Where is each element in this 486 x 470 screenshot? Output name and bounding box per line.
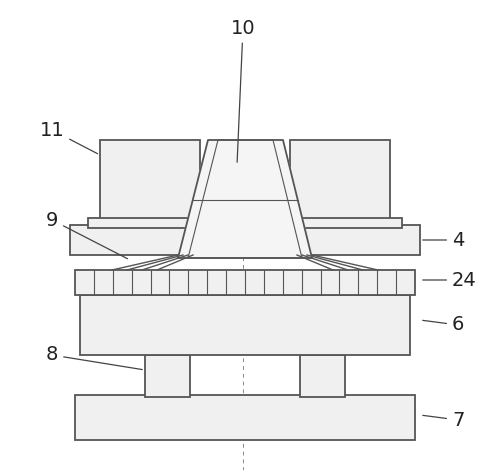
Bar — [80, 295, 410, 355]
Text: 10: 10 — [231, 18, 255, 162]
Bar — [70, 225, 420, 255]
Bar — [300, 355, 345, 397]
Bar — [290, 218, 402, 228]
Text: 7: 7 — [423, 410, 465, 430]
Polygon shape — [178, 140, 312, 258]
Bar — [145, 355, 190, 397]
Text: 8: 8 — [46, 345, 142, 369]
Bar — [100, 140, 200, 225]
Text: 9: 9 — [46, 211, 127, 258]
Text: 24: 24 — [423, 271, 477, 290]
Text: 4: 4 — [423, 230, 465, 250]
Text: 6: 6 — [423, 315, 465, 335]
Text: 11: 11 — [40, 120, 98, 154]
Bar — [290, 140, 390, 225]
Bar — [75, 270, 415, 295]
Bar — [75, 395, 415, 440]
Bar — [88, 218, 200, 228]
